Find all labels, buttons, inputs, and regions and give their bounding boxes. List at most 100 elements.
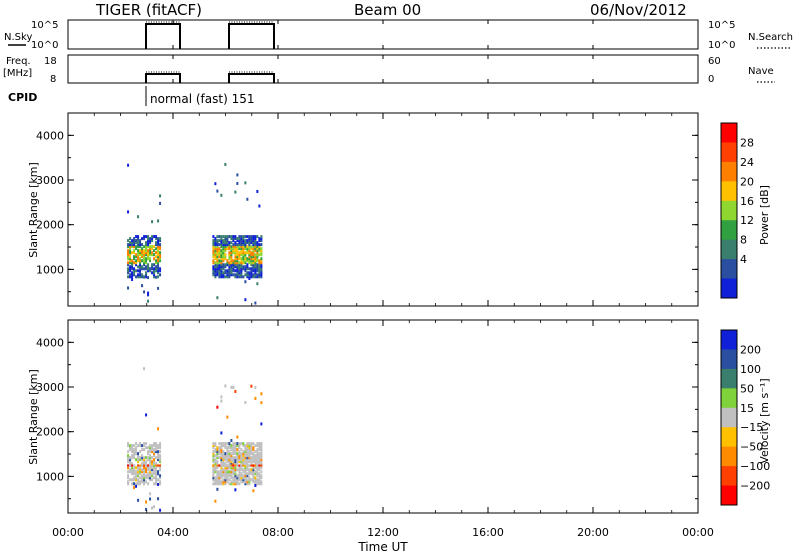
- echo-cell: [153, 263, 156, 267]
- echo-cell: [246, 267, 249, 271]
- echo-cell: [137, 235, 140, 239]
- echo-cell: [258, 269, 261, 273]
- echo-cell: [216, 462, 219, 466]
- echo-cell: [240, 474, 243, 478]
- echo-cell: [139, 265, 142, 269]
- echo-cell: [258, 462, 261, 466]
- echo-cell: [234, 472, 237, 476]
- echo-cell: [159, 269, 162, 273]
- echo-cell: [139, 249, 142, 253]
- echo-cell: [250, 273, 253, 277]
- echo-cell: [256, 442, 259, 446]
- echo-cell: [133, 448, 136, 452]
- echo-cell: [153, 464, 156, 468]
- echo-cell: [149, 446, 152, 450]
- echo-cell: [143, 468, 146, 472]
- echo-cell: [252, 263, 255, 267]
- echo-cell: [212, 474, 215, 478]
- echo-cell: [246, 474, 249, 478]
- echo-cell: [153, 235, 156, 239]
- echo-cell: [151, 478, 154, 482]
- echo-cell: [214, 255, 217, 259]
- echo-cell: [250, 245, 253, 249]
- echo-cell: [218, 474, 221, 478]
- colorbar-tick-label: 50: [740, 382, 754, 395]
- echo-cell: [232, 468, 235, 472]
- echo-cell: [212, 243, 215, 247]
- echo-cell: [236, 454, 239, 458]
- echo-cell: [258, 448, 261, 452]
- echo-cell: [250, 472, 253, 476]
- x-tick-label: 16:00: [472, 526, 504, 539]
- echo-cell: [216, 241, 219, 245]
- echo-cell: [214, 444, 217, 448]
- echo-cell: [129, 478, 132, 482]
- echo-cell: [149, 476, 152, 480]
- y-tick-label: 4000: [36, 336, 64, 349]
- echo-cell: [240, 257, 243, 261]
- echo-cell: [248, 251, 251, 255]
- echo-cell: [131, 454, 134, 458]
- echo-cell: [149, 253, 152, 257]
- echo-cell: [248, 448, 251, 452]
- echo-cell: [212, 265, 215, 269]
- colorbar-tick-label: 8: [740, 234, 747, 247]
- echo-cell: [240, 442, 243, 446]
- echo-cell: [155, 259, 158, 263]
- echo-cell: [216, 253, 219, 257]
- echo-cell: [133, 261, 136, 265]
- echo-cell: [141, 259, 144, 263]
- colorbar-frame: [720, 329, 738, 506]
- echo-cell: [228, 458, 231, 462]
- echo-cell: [246, 464, 249, 468]
- echo-cell: [222, 480, 225, 484]
- echo-cell: [234, 446, 237, 450]
- echo-cell: [220, 275, 223, 279]
- x-tick-label: 00:00: [682, 526, 714, 539]
- echo-cell: [252, 472, 255, 476]
- echo-cell: [143, 482, 146, 486]
- echo-cell: [149, 464, 152, 468]
- echo-cell: [159, 444, 162, 448]
- echo-cell: [224, 444, 227, 448]
- echo-cell: [220, 480, 223, 484]
- echo-cell: [159, 251, 162, 255]
- echo-cell: [244, 273, 247, 277]
- echo-cell: [224, 271, 227, 275]
- echo-cell: [254, 476, 257, 480]
- echo-cell: [230, 448, 233, 452]
- x-tick-label: 12:00: [367, 526, 399, 539]
- echo-cell: [228, 464, 231, 468]
- echo-cell: [242, 259, 245, 263]
- echo-cell: [157, 458, 160, 462]
- echo-cell: [254, 245, 257, 249]
- echo-cell: [256, 482, 259, 486]
- echo-cell: [129, 243, 132, 247]
- echo-cell: [216, 446, 219, 450]
- echo-cell: [147, 452, 150, 456]
- echo-cell: [143, 480, 146, 484]
- echo-cell: [147, 464, 150, 467]
- echo-cell: [258, 275, 261, 279]
- echo-cell: [222, 253, 225, 257]
- echo-cell: [141, 275, 144, 279]
- echo-cell: [220, 476, 223, 480]
- echo-cell: [246, 257, 249, 261]
- echo-cell: [159, 468, 162, 472]
- echo-cell: [254, 269, 257, 273]
- echo-cell: [244, 444, 247, 448]
- echo-cell: [236, 462, 239, 466]
- echo-cell: [254, 247, 257, 251]
- echo-cell: [214, 251, 217, 255]
- echo-cell: [153, 470, 156, 474]
- nsky-tick-bottom-left: 10^0: [31, 40, 58, 51]
- echo-cell: [131, 265, 134, 269]
- echo-cell: [252, 265, 255, 269]
- echo-cell: [153, 249, 156, 253]
- echo-cell: [246, 454, 249, 458]
- echo-cell: [244, 247, 247, 251]
- echo-cell: [236, 482, 239, 486]
- echo-cell: [234, 263, 237, 267]
- time-x-axis: 00:00 04:00 08:00 12:00 16:00 20:00 00:00: [52, 20, 714, 539]
- echo-cell: [212, 235, 215, 239]
